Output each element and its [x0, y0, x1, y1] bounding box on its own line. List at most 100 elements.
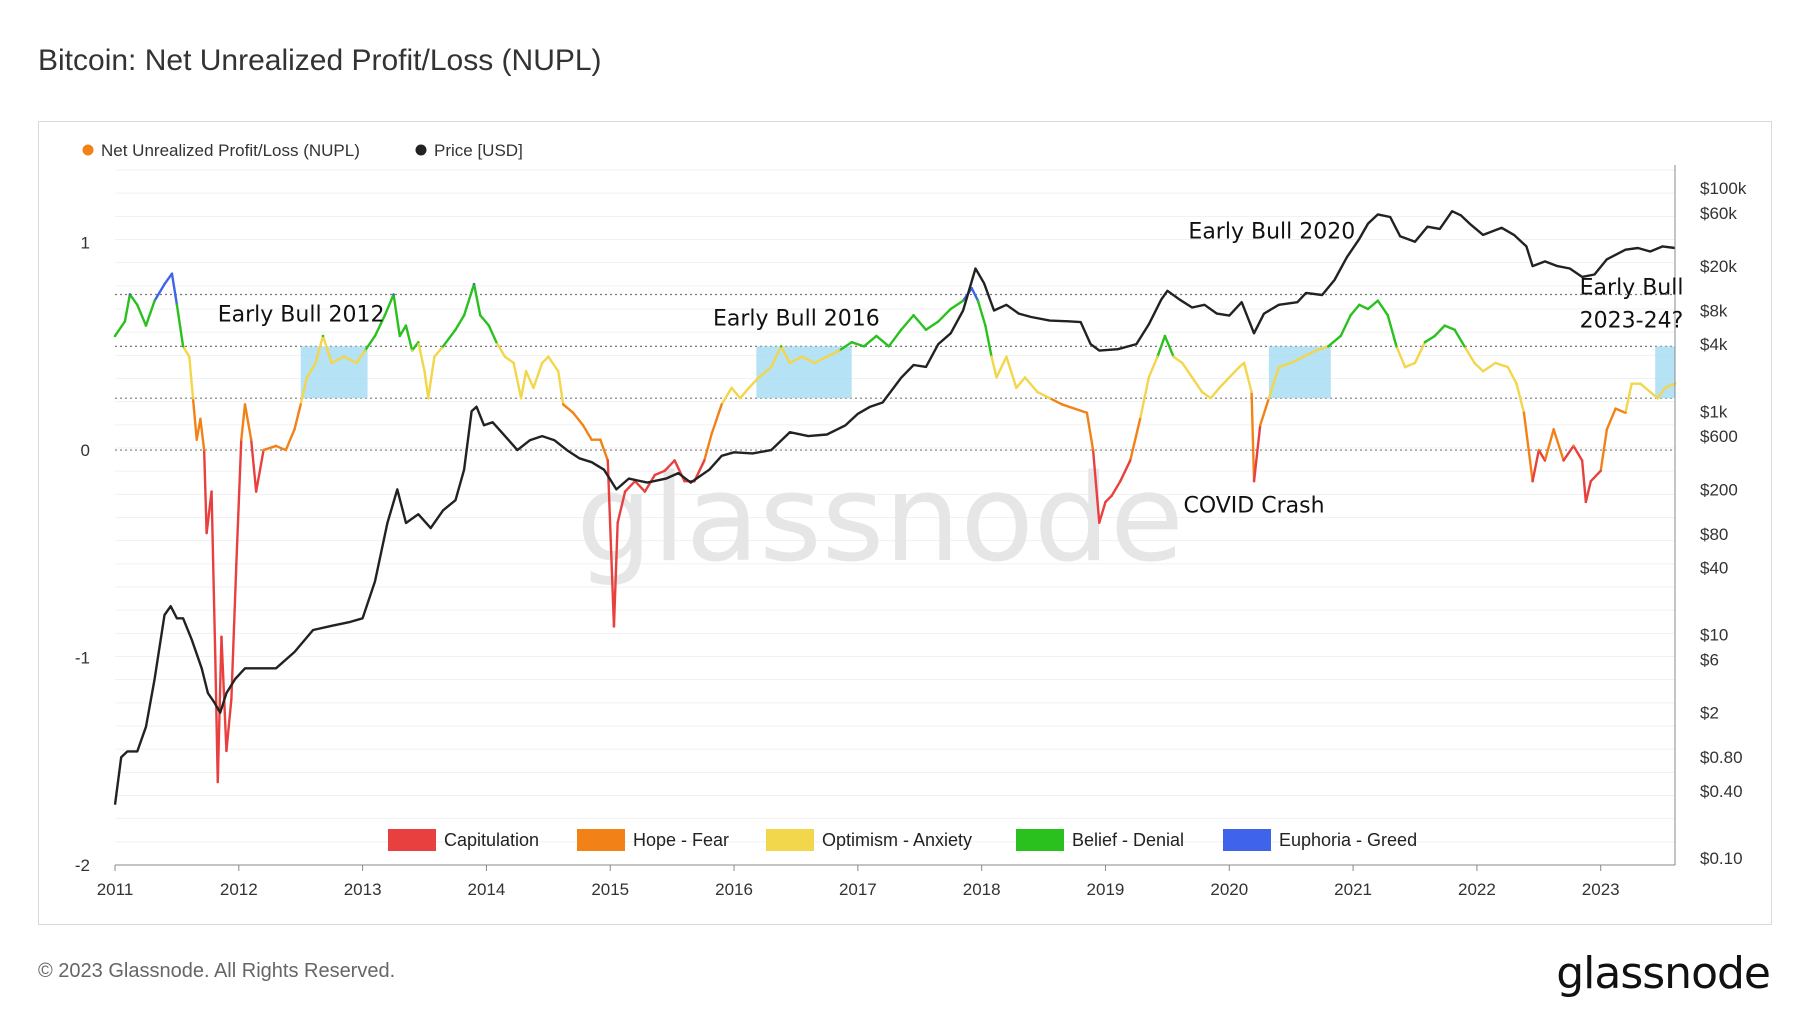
nupl-point [512, 361, 515, 365]
x-tick-label: 2015 [591, 880, 629, 899]
annotation-label: Early Bull 2020 [1188, 219, 1355, 244]
nupl-point [1073, 407, 1076, 410]
nupl-segment [1073, 407, 1089, 414]
nupl-segment [984, 324, 993, 358]
nupl-segment [113, 320, 127, 338]
x-tick-label: 2011 [97, 880, 134, 899]
nupl-point [487, 324, 491, 327]
nupl-point [423, 370, 426, 373]
legend-zone-item[interactable]: Belief - Denial [1016, 829, 1184, 851]
nupl-segment [937, 307, 952, 323]
nupl-segment [976, 299, 987, 327]
nupl-segment [1252, 423, 1262, 483]
nupl-point [1614, 407, 1617, 410]
nupl-point [1302, 355, 1305, 358]
nupl-point [314, 361, 317, 365]
nupl-segment [383, 293, 395, 317]
nupl-segment [1358, 303, 1370, 311]
nupl-point [1060, 403, 1064, 406]
legend-zone-item[interactable]: Capitulation [388, 829, 539, 851]
right-tick-label: $60k [1700, 204, 1737, 223]
nupl-point [1395, 345, 1398, 348]
nupl-segment [813, 355, 829, 365]
nupl-point [214, 656, 217, 659]
nupl-segment [1129, 417, 1142, 462]
nupl-point [216, 780, 219, 784]
nupl-segment [128, 293, 139, 307]
nupl-point [1386, 314, 1389, 317]
nupl-segment [1242, 361, 1253, 394]
nupl-point [1403, 365, 1407, 369]
nupl-segment [1085, 411, 1095, 452]
nupl-segment [1023, 376, 1039, 394]
nupl-point [1376, 299, 1380, 302]
nupl-segment [202, 448, 208, 535]
nupl-point [1522, 411, 1526, 414]
nupl-point [199, 417, 202, 421]
left-tick-label: 1 [81, 234, 90, 253]
legend-swatch [577, 829, 625, 851]
legend-marker [82, 144, 94, 156]
nupl-point [1181, 361, 1184, 365]
legend-zone-label: Optimism - Anxiety [822, 830, 972, 850]
nupl-point [113, 334, 117, 338]
nupl-point [181, 345, 185, 348]
nupl-point [225, 749, 228, 753]
legend-label: Price [USD] [434, 141, 523, 160]
nupl-point [1453, 328, 1456, 331]
nupl-segment [524, 370, 535, 390]
nupl-segment [249, 438, 258, 493]
nupl-point [454, 328, 457, 331]
nupl-segment [1190, 376, 1204, 394]
nupl-point [163, 282, 166, 286]
legend-zone-item[interactable]: Hope - Fear [577, 829, 729, 851]
right-tick-label: $8k [1700, 301, 1728, 320]
nupl-point [305, 376, 309, 379]
nupl-point [561, 403, 565, 406]
nupl-point [1172, 355, 1175, 358]
nupl-point [643, 490, 647, 493]
nupl-segment [243, 403, 253, 441]
nupl-point [383, 314, 387, 317]
right-tick-label: $200 [1700, 480, 1738, 499]
nupl-point [612, 625, 616, 628]
nupl-segment [423, 370, 430, 400]
nupl-segment [1443, 324, 1456, 331]
nupl-segment [417, 340, 426, 373]
nupl-point [427, 397, 430, 400]
nupl-point [800, 355, 804, 358]
nupl-segment [1584, 479, 1593, 504]
nupl-segment [862, 334, 878, 348]
nupl-segment [410, 340, 420, 352]
nupl-point [342, 355, 346, 358]
nupl-segment [612, 521, 619, 628]
nupl-point [1423, 340, 1427, 344]
copyright-footer: © 2023 Glassnode. All Rights Reserved. [38, 960, 396, 982]
nupl-segment [1395, 345, 1407, 369]
legend-item-nupl[interactable]: Net Unrealized Profit/Loss (NUPL) [82, 141, 360, 160]
nupl-point [1349, 314, 1352, 317]
legend-zone-label: Euphoria - Greed [1279, 830, 1417, 850]
nupl-point [899, 328, 903, 331]
nupl-segment [454, 314, 466, 331]
nupl-point [984, 324, 987, 327]
nupl-segment [512, 361, 523, 400]
nupl-segment [240, 403, 247, 441]
nupl-segment [720, 386, 733, 406]
nupl-point [710, 432, 713, 435]
right-tick-label: $0.40 [1700, 782, 1743, 801]
nupl-point [970, 287, 973, 290]
nupl-point [1358, 303, 1361, 307]
legend-item-price[interactable]: Price [USD] [415, 141, 523, 160]
nupl-segment [495, 340, 507, 358]
nupl-point [1624, 411, 1627, 414]
nupl-point [202, 448, 206, 452]
legend-zone-item[interactable]: Optimism - Anxiety [766, 829, 972, 851]
nupl-point [1259, 423, 1262, 427]
nupl-point [479, 314, 482, 317]
nupl-point [663, 469, 666, 473]
legend-zone-item[interactable]: Euphoria - Greed [1223, 829, 1417, 851]
nupl-segment [398, 324, 408, 338]
nupl-segment [235, 438, 243, 566]
early-bull-highlight [300, 346, 368, 399]
